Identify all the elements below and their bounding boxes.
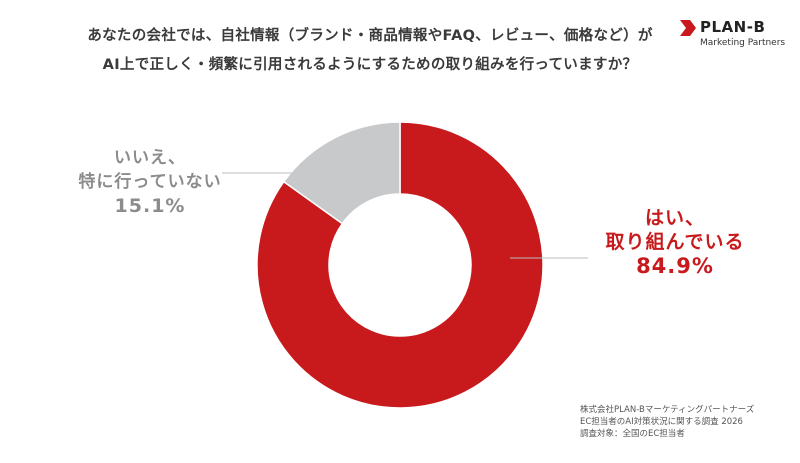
donut-slice-yes [256,121,544,409]
donut-slice-no [282,121,401,225]
plan-b-logo-icon [680,20,696,36]
slice-label-no-line-1: いいえ、 [114,148,186,168]
chart-title-line-1: あなたの会社では、自社情報（ブランド・商品情報やFAQ、レビュー、価格など）が [87,28,653,44]
slice-value-yes: 84.9% [636,254,714,278]
chart-title-line-2: AI上で正しく・頻繁に引用されるようにするための取り組みを行っていますか？ [102,57,638,73]
source-line-1: 株式会社PLAN-Bマーケティングパートナーズ [580,405,755,415]
slice-value-no: 15.1% [114,195,186,217]
slice-label-no: いいえ、 特に行っていない 15.1% [70,146,230,218]
slice-label-yes-line-2: 取り組んでいる [605,231,745,253]
logo-subtitle: Marketing Partners [700,38,786,48]
logo-name: PLAN-B [700,18,766,36]
slice-label-no-line-2: 特に行っていない [78,172,222,192]
slice-label-yes-line-1: はい、 [644,207,705,229]
plan-b-logo: PLAN-B Marketing Partners [678,18,788,58]
source-line-3: 調査対象：全国のEC担当者 [580,429,685,439]
source-note: 株式会社PLAN-Bマーケティングパートナーズ EC担当者のAI対策状況に関する… [580,404,754,440]
source-line-2: EC担当者のAI対策状況に関する調査 2026 [580,417,743,427]
chart-title: あなたの会社では、自社情報（ブランド・商品情報やFAQ、レビュー、価格など）が … [70,22,670,80]
slice-label-yes: はい、 取り組んでいる 84.9% [590,206,760,278]
